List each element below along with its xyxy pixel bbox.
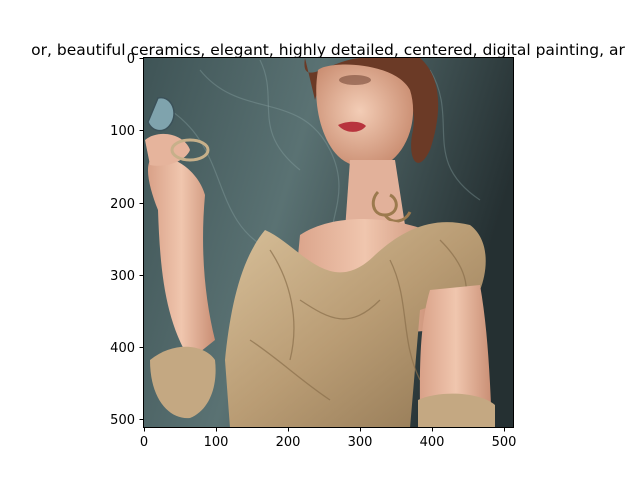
x-tick-label: 400: [420, 435, 445, 450]
x-tick-label: 200: [276, 435, 301, 450]
y-tick-label: 500: [110, 413, 135, 428]
x-tick-label: 300: [348, 435, 373, 450]
dress-lace-detail: [249, 239, 467, 401]
x-tick-label: 500: [492, 435, 517, 450]
y-tick-label: 300: [110, 269, 135, 284]
figure-title: or, beautiful ceramics, elegant, highly …: [31, 41, 625, 59]
x-tick-label: 0: [140, 435, 148, 450]
y-tick-label: 400: [110, 341, 135, 356]
axes-frame: [143, 57, 514, 428]
right-arm: [419, 285, 492, 428]
y-tick-label: 0: [127, 52, 135, 67]
lips: [338, 121, 366, 132]
face: [316, 64, 414, 168]
dress-left-sleeve: [150, 346, 216, 419]
teacup: [147, 96, 210, 162]
right-cuff: [418, 393, 495, 428]
x-tick-label: 100: [204, 435, 229, 450]
y-tick-label: 200: [110, 197, 135, 212]
y-axis: 0 100 200 300 400 500: [110, 52, 144, 428]
x-axis: 0 100 200 300 400 500: [140, 427, 517, 450]
portrait-image: [144, 58, 514, 428]
raised-arm: [147, 157, 215, 360]
eye-shadow: [339, 75, 371, 85]
dress: [225, 222, 486, 428]
y-tick-label: 100: [110, 124, 135, 139]
neck-ornament: [371, 190, 412, 223]
